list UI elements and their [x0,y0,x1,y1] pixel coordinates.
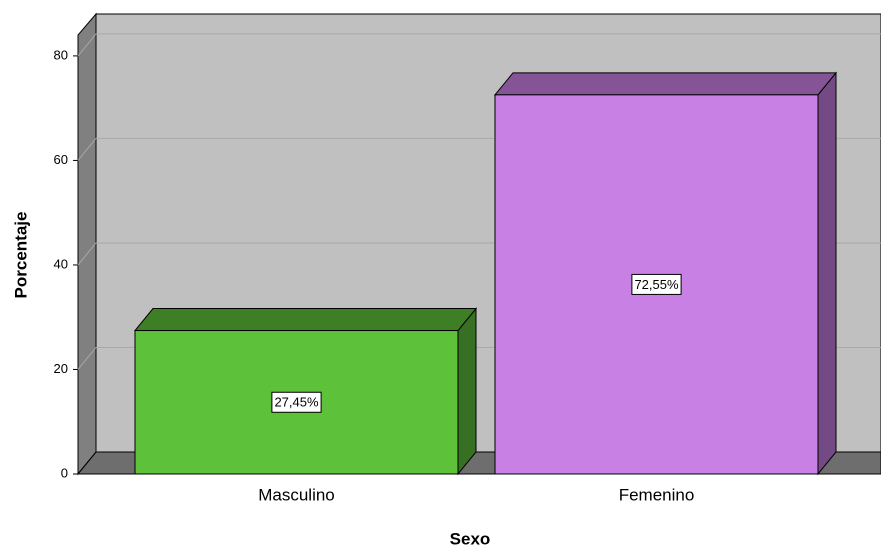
value-label-box [631,273,682,295]
y-tick-label: 80 [54,47,68,62]
bar-side [817,71,837,476]
value-label-box [271,391,322,413]
grid-line [77,138,97,161]
x-tick-label: Femenino [619,485,695,504]
y-tick-label: 20 [54,361,68,376]
y-tick-label: 60 [54,152,68,167]
grid-line [77,242,97,266]
value-label: 72,55% [634,277,679,292]
value-label: 27,45% [274,395,319,410]
y-axis-title: Porcentaje [11,212,30,299]
grid-line [77,347,97,370]
bar-top [493,72,838,96]
grid-line [77,33,97,57]
y-tick-label: 0 [61,465,68,480]
bar-top [133,308,478,332]
y-tick-label: 40 [54,256,68,271]
x-axis-title: Sexo [450,529,491,548]
bar-side [457,307,477,476]
left-wall [77,12,97,476]
x-tick-label: Masculino [258,485,335,504]
